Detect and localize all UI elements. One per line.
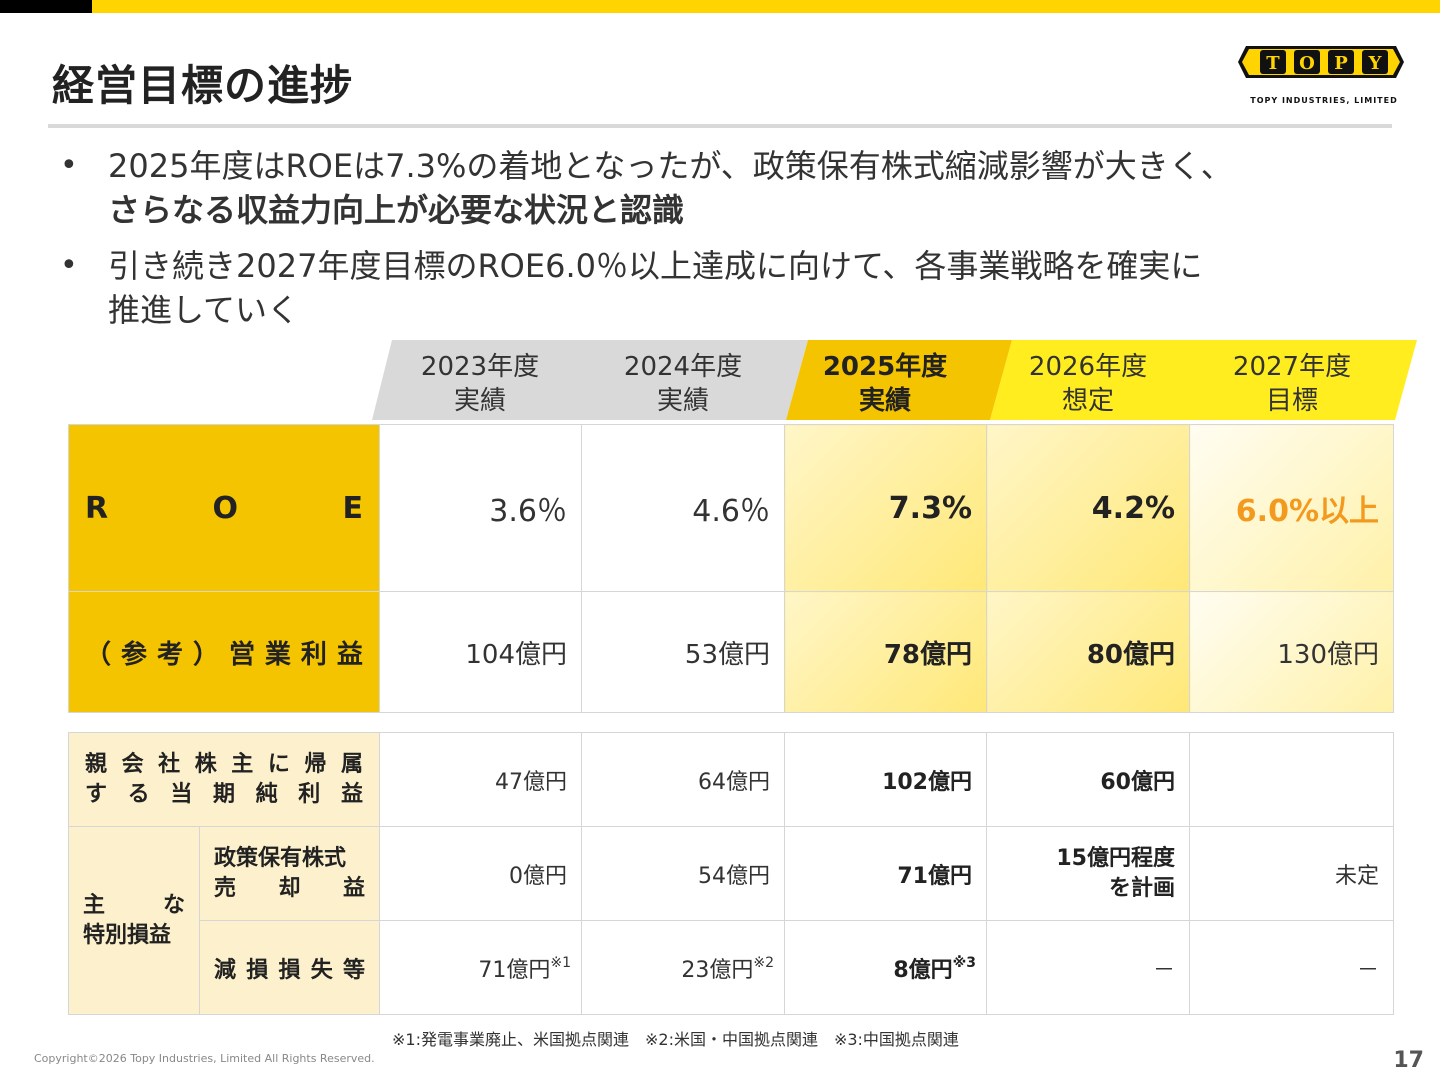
top-bar-black bbox=[0, 0, 92, 13]
op-profit-2027: 130億円 bbox=[1189, 591, 1394, 713]
table-row-operating-profit: （参考）営業利益 104億円 53億円 78億円 80億円 130億円 bbox=[68, 591, 1394, 713]
column-header-2023: 2023年度 実績 bbox=[420, 352, 540, 416]
op-profit-2026: 80億円 bbox=[986, 591, 1190, 713]
bullet-text: 引き続き2027年度目標のROE6.0％以上達成に向けて、各事業戦略を確実に bbox=[108, 247, 1203, 285]
title-divider bbox=[48, 124, 1392, 128]
net-income-2026: 60億円 bbox=[986, 732, 1190, 827]
bullet-text-bold: さらなる収益力向上が必要な状況と認識 bbox=[108, 191, 685, 229]
roe-2023: 3.6％ bbox=[379, 424, 582, 592]
row-label-net-income: 親会社株主に帰属 する当期純利益 bbox=[68, 732, 380, 827]
net-income-2027 bbox=[1189, 732, 1394, 827]
net-income-2023: 47億円 bbox=[379, 732, 582, 827]
bullet-item: • 2025年度はROEは7.3%の着地となったが、政策保有株式縮減影響が大きく… bbox=[60, 144, 1400, 232]
page-number: 17 bbox=[1393, 1048, 1424, 1073]
impairment-2024: 23億円※2 bbox=[581, 920, 785, 1015]
op-profit-2025: 78億円 bbox=[784, 591, 987, 713]
bullet-list: • 2025年度はROEは7.3%の着地となったが、政策保有株式縮減影響が大きく… bbox=[60, 144, 1400, 344]
bullet-item: • 引き続き2027年度目標のROE6.0％以上達成に向けて、各事業戦略を確実に… bbox=[60, 244, 1400, 332]
stock-gain-2027: 未定 bbox=[1189, 826, 1394, 921]
impairment-2026: － bbox=[986, 920, 1190, 1015]
column-header-2027: 2027年度 目標 bbox=[1232, 352, 1352, 416]
logo-letter-o: O bbox=[1299, 53, 1315, 74]
op-profit-2024: 53億円 bbox=[581, 591, 785, 713]
net-income-2024: 64億円 bbox=[581, 732, 785, 827]
special-items-table: 親会社株主に帰属 する当期純利益 47億円 64億円 102億円 60億円 主な… bbox=[68, 732, 1394, 1015]
bullet-marker: • bbox=[60, 148, 78, 183]
stock-gain-2026: 15億円程度 を計画 bbox=[986, 826, 1190, 921]
bullet-text: 2025年度はROEは7.3%の着地となったが、政策保有株式縮減影響が大きく、 bbox=[108, 147, 1233, 185]
impairment-2025: 8億円※3 bbox=[784, 920, 987, 1015]
op-profit-2023: 104億円 bbox=[379, 591, 582, 713]
stock-gain-2025: 71億円 bbox=[784, 826, 987, 921]
column-header-2024: 2024年度 実績 bbox=[623, 352, 743, 416]
row-label-stock-gain: 政策保有株式 売却益 bbox=[199, 826, 380, 921]
net-income-2025: 102億円 bbox=[784, 732, 987, 827]
logo-letter-y: Y bbox=[1368, 53, 1383, 74]
stock-gain-2023: 0億円 bbox=[379, 826, 582, 921]
row-label-operating-profit: （参考）営業利益 bbox=[68, 591, 380, 713]
row-label-impairment: 減損損失等 bbox=[199, 920, 380, 1015]
bullet-text: 推進していく bbox=[108, 291, 300, 329]
logo-subtext: TOPY INDUSTRIES, LIMITED bbox=[1250, 96, 1398, 105]
footnote: ※1:発電事業廃止、米国拠点関連 ※2:米国・中国拠点関連 ※3:中国拠点関連 bbox=[392, 1030, 959, 1049]
stock-gain-2024: 54億円 bbox=[581, 826, 785, 921]
table-row-impairment: 減損損失等 71億円※1 23億円※2 8億円※3 － － bbox=[69, 920, 1394, 1015]
page-title: 経営目標の進捗 bbox=[52, 61, 354, 110]
column-header-band bbox=[372, 340, 1417, 420]
impairment-2027: － bbox=[1189, 920, 1394, 1015]
copyright: Copyright©2026 Topy Industries, Limited … bbox=[34, 1052, 375, 1065]
topy-logo: T O P Y bbox=[1238, 46, 1404, 78]
impairment-2023: 71億円※1 bbox=[379, 920, 582, 1015]
logo-letter-t: T bbox=[1266, 53, 1280, 74]
bullet-marker: • bbox=[60, 248, 78, 283]
roe-2027-target: 6.0%以上 bbox=[1189, 424, 1394, 592]
roe-2026: 4.2% bbox=[986, 424, 1190, 592]
row-group-label-special: 主な 特別損益 bbox=[68, 826, 200, 1015]
top-bar-yellow bbox=[92, 0, 1440, 13]
footnote-ref-3: ※3 bbox=[952, 954, 976, 971]
footnote-ref-1: ※1 bbox=[550, 954, 571, 971]
footnote-ref-2: ※2 bbox=[753, 954, 774, 971]
roe-2025: 7.3% bbox=[784, 424, 987, 592]
logo-letter-p: P bbox=[1334, 53, 1348, 74]
roe-2024: 4.6％ bbox=[581, 424, 785, 592]
column-header-2026: 2026年度 想定 bbox=[1028, 352, 1148, 416]
table-row-stock-gain: 主な 特別損益 政策保有株式 売却益 0億円 54億円 71億円 15億円程度 … bbox=[68, 826, 1394, 1015]
column-header-2025: 2025年度 実績 bbox=[822, 352, 948, 416]
table-row-net-income: 親会社株主に帰属 する当期純利益 47億円 64億円 102億円 60億円 bbox=[68, 732, 1394, 827]
